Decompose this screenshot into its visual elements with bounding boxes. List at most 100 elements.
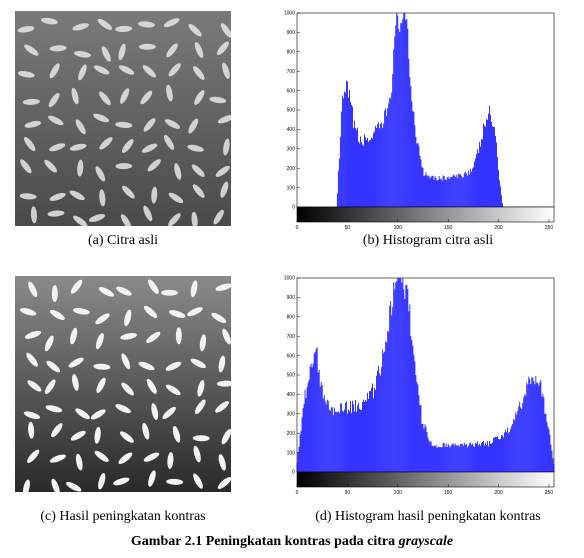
x-tick-label: 150 [444,490,453,496]
caption-d: (d) Histogram hasil peningkatan kontras [315,509,541,524]
rice-grain [121,139,134,153]
rice-grain [24,136,36,152]
rice-grain [93,113,110,123]
y-tick-label: 300 [287,412,296,418]
y-tick-label: 400 [287,127,296,133]
rice-grain [192,435,210,442]
rice-grain [142,65,156,78]
rice-grain [115,121,133,128]
rice-grain [215,283,231,291]
rice-grain [143,205,153,222]
rice-grain [96,377,106,394]
rice-grain [120,332,137,340]
rice-grain [115,25,133,32]
rice-grain [217,41,229,56]
rice-grain [23,411,41,420]
rice-grain [143,118,156,132]
x-tick-label: 250 [545,225,554,231]
figure-caption-italic: grayscale [398,534,454,549]
rice-grain [209,96,227,104]
rice-grain [94,426,101,444]
rice-grain [72,374,79,391]
rice-grain [146,378,157,394]
rice-grain [78,64,87,81]
rice-grain [120,214,132,226]
rice-grain [151,186,158,204]
rice-grain [168,192,184,204]
rice-grain [187,307,203,317]
plot-area [296,277,555,473]
rice-grain [163,134,175,150]
rice-grain [140,90,153,105]
rice-grain [174,163,182,180]
rice-grain [162,406,176,420]
rice-grain [141,143,158,153]
rice-grain [218,355,226,373]
rice-grain [166,84,173,102]
rice-grain [77,159,84,177]
rice-grain [188,118,199,134]
rice-grain [118,65,135,75]
rice-grain [25,330,42,339]
rice-grain [213,209,224,225]
rice-grain [172,426,181,443]
rice-grain [175,327,182,345]
rice-grain [151,403,159,420]
figure-caption-text: Gambar 2.1 Peningkatan kontras pada citr… [130,534,399,549]
rice-grain [44,379,56,395]
rice-grain [74,51,91,58]
rice-grain [101,46,111,62]
rice-grain [22,98,40,105]
rice-grain [164,119,181,129]
x-tick-label: 250 [545,490,554,496]
rice-grain [118,43,126,61]
rice-grain [190,358,206,369]
rice-grain [194,90,205,105]
rice-grain [138,361,155,371]
x-tick-label: 200 [494,225,503,231]
rice-grain [216,380,231,387]
rice-grain [124,309,132,327]
rice-grain [119,431,134,443]
rice-grain [17,26,35,33]
histogram-enhanced: 0 100 200 300 400 500 600 700 800 900 1000 0 50 100 15… [281,270,576,502]
rice-grain [166,478,184,485]
rice-grain [98,286,115,297]
rice-grain [49,63,60,79]
rice-grain [188,23,202,37]
x-tick-label: 100 [394,490,403,496]
rice-grain [220,181,229,198]
original-image [15,11,231,226]
rice-grain [93,363,111,370]
rice-grain [215,401,229,413]
rice-grain [68,357,84,368]
rice-grain [49,309,65,320]
x-tick-label: 50 [345,490,351,496]
rice-grain [28,281,38,298]
rice-grain [24,120,42,128]
rice-grain [121,353,131,370]
rice-grain [121,382,134,396]
y-tick-label: 400 [287,392,296,398]
rice-grain [69,143,87,151]
rice-grain [194,399,206,415]
y-tick-label: 500 [287,108,296,114]
histogram-original: 0 100 200 300 400 500 600 700 800 900 1000 0 50 100 15… [281,5,576,237]
rice-grain [113,477,130,486]
y-tick-label: 200 [287,431,296,437]
rice-grain [215,165,230,177]
rice-grain [193,66,205,80]
rice-grain [217,477,231,489]
rice-grain [49,143,66,152]
rice-grain [98,472,106,490]
rice-grain [167,452,174,469]
y-tick-label: 900 [287,30,296,36]
rice-grain [90,409,106,420]
rice-grain [191,211,198,226]
enhanced-image [15,276,231,492]
rice-grain [44,335,54,352]
y-tick-label: 100 [287,185,296,191]
rice-grain [168,63,181,77]
caption-a: (a) Citra asli [88,233,158,248]
rice-grain [160,289,178,296]
